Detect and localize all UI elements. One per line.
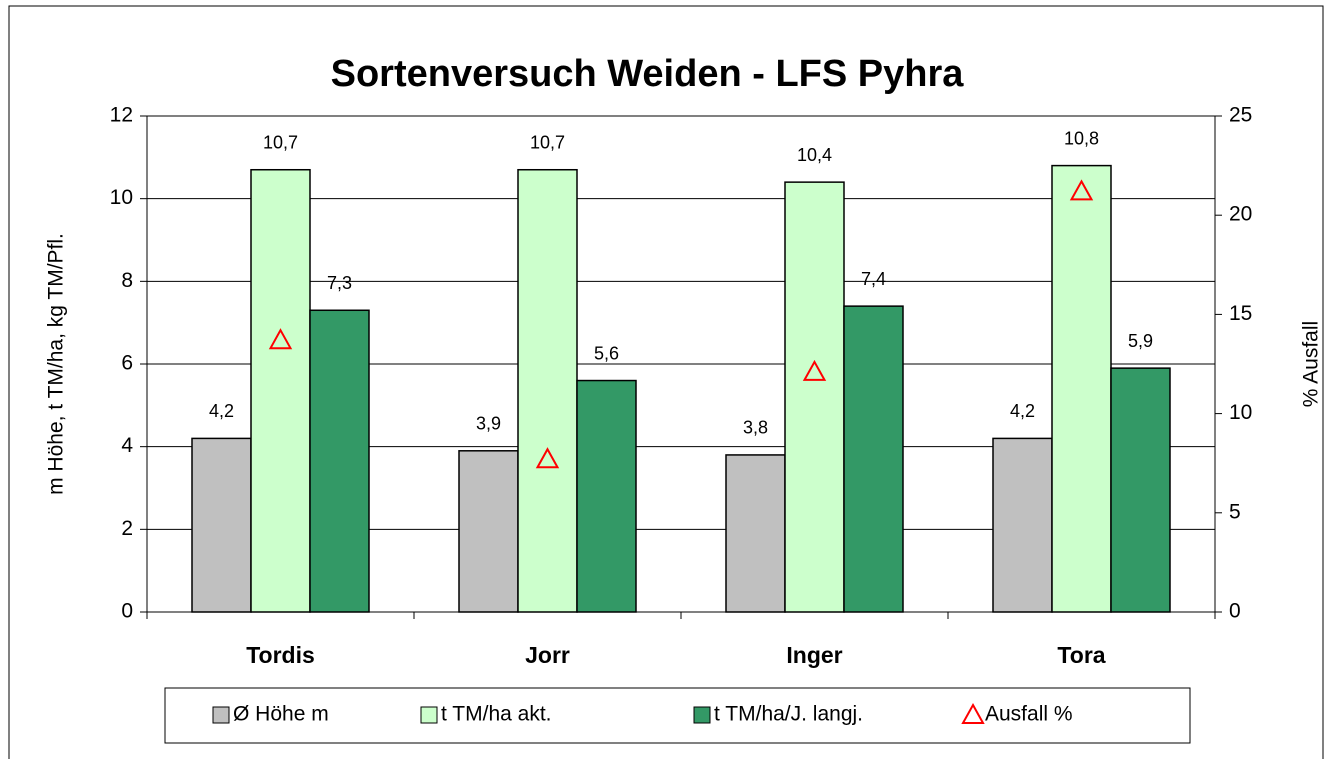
- bar: [992, 437, 1053, 613]
- legend-marker: [961, 702, 985, 724]
- value-label: 5,6: [594, 343, 619, 363]
- y-tick-label: 6: [121, 352, 133, 375]
- x-tick-label: Tordis: [246, 642, 315, 668]
- legend-swatch: [420, 706, 438, 724]
- y-tick-label: 12: [110, 104, 133, 127]
- marker: [802, 359, 827, 381]
- value-label: 10,7: [530, 132, 565, 152]
- x-tick-label: Inger: [786, 642, 842, 668]
- legend-swatch: [693, 706, 711, 724]
- y-tick-label: 2: [121, 517, 133, 540]
- y2-tick-label: 10: [1229, 401, 1252, 424]
- y-tick-label: 10: [110, 186, 133, 209]
- bar: [191, 437, 252, 613]
- bar: [784, 181, 845, 613]
- value-label: 7,3: [327, 273, 352, 293]
- value-label: 4,2: [1010, 401, 1035, 421]
- y2-tick-label: 20: [1229, 203, 1252, 226]
- value-label: 10,4: [797, 145, 832, 165]
- value-label: 7,4: [861, 269, 886, 289]
- legend-box: [164, 687, 1191, 744]
- bar: [1051, 164, 1112, 613]
- marker: [535, 447, 560, 469]
- y-axis-label: m Höhe, t TM/ha, kg TM/Pfl.: [45, 233, 68, 495]
- y2-tick-label: 0: [1229, 600, 1241, 623]
- x-tick-label: Jorr: [525, 642, 570, 668]
- legend-label: t TM/ha akt.: [441, 703, 552, 726]
- y-tick-label: 4: [121, 434, 133, 457]
- bar: [309, 309, 370, 613]
- y2-tick-label: 15: [1229, 302, 1252, 325]
- marker: [1069, 179, 1094, 201]
- y-tick-label: 0: [121, 600, 133, 623]
- bar: [458, 450, 519, 613]
- value-label: 10,8: [1064, 128, 1099, 148]
- y2-tick-label: 5: [1229, 500, 1241, 523]
- bar: [250, 168, 311, 613]
- chart-title: Sortenversuch Weiden - LFS Pyhra: [331, 53, 965, 95]
- legend-label: t TM/ha/J. langj.: [714, 703, 863, 726]
- value-label: 4,2: [209, 401, 234, 421]
- marker: [268, 328, 293, 350]
- bar: [576, 379, 637, 613]
- bar: [1110, 367, 1171, 613]
- value-label: 3,8: [743, 418, 768, 438]
- legend-label: Ausfall %: [985, 703, 1073, 726]
- bar: [725, 454, 786, 613]
- bar: [517, 168, 578, 613]
- value-label: 5,9: [1128, 331, 1153, 351]
- y2-tick-label: 25: [1229, 104, 1252, 127]
- bar: [843, 305, 904, 613]
- value-label: 10,7: [263, 132, 298, 152]
- y-tick-label: 8: [121, 269, 133, 292]
- value-label: 3,9: [476, 414, 501, 434]
- legend-swatch: [212, 706, 230, 724]
- x-tick-label: Tora: [1057, 642, 1105, 668]
- y2-axis-label: % Ausfall: [1300, 321, 1323, 407]
- legend-label: Ø Höhe m: [233, 703, 329, 726]
